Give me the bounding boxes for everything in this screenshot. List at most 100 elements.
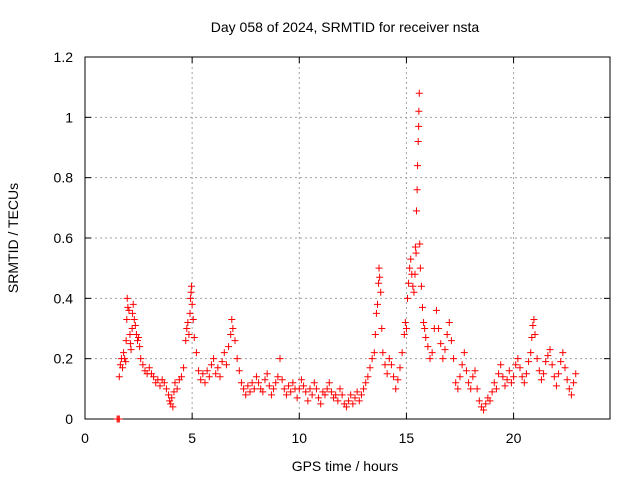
data-point bbox=[530, 315, 538, 323]
data-point bbox=[177, 373, 185, 381]
data-point bbox=[252, 373, 260, 381]
data-point bbox=[173, 385, 181, 393]
data-point bbox=[452, 379, 460, 387]
data-point bbox=[413, 207, 420, 215]
data-point bbox=[216, 373, 224, 381]
data-point bbox=[297, 376, 305, 384]
data-point bbox=[375, 264, 383, 272]
data-point bbox=[471, 367, 479, 375]
data-point bbox=[237, 379, 245, 387]
data-point bbox=[115, 373, 123, 381]
data-point bbox=[559, 349, 567, 357]
data-point bbox=[205, 373, 213, 381]
data-point bbox=[447, 337, 455, 345]
data-point bbox=[186, 294, 194, 302]
data-point bbox=[357, 391, 365, 399]
data-point bbox=[565, 385, 573, 393]
data-point bbox=[450, 355, 458, 363]
x-axis-label: GPS time / hours bbox=[292, 458, 399, 474]
data-point bbox=[416, 264, 424, 272]
data-point bbox=[124, 303, 132, 311]
data-point bbox=[490, 379, 498, 387]
data-point bbox=[364, 373, 372, 381]
data-point bbox=[366, 364, 374, 372]
y-tick-label: 0.8 bbox=[54, 170, 74, 186]
data-point bbox=[203, 367, 211, 375]
data-point bbox=[183, 325, 191, 332]
data-point bbox=[295, 385, 303, 393]
data-point bbox=[473, 385, 481, 393]
data-point bbox=[259, 388, 267, 396]
data-point bbox=[372, 309, 380, 317]
data-point bbox=[282, 391, 290, 399]
data-point bbox=[190, 334, 198, 342]
data-point bbox=[467, 385, 475, 393]
data-point bbox=[422, 334, 430, 342]
data-point bbox=[323, 385, 331, 393]
data-point bbox=[527, 349, 535, 357]
data-point bbox=[514, 355, 522, 363]
y-tick-label: 0.2 bbox=[54, 351, 74, 367]
data-points bbox=[113, 89, 580, 423]
data-point bbox=[421, 325, 429, 332]
data-point bbox=[488, 388, 496, 396]
data-point bbox=[276, 355, 284, 363]
data-point bbox=[278, 376, 286, 384]
data-point bbox=[180, 364, 188, 372]
x-tick-label: 10 bbox=[291, 430, 307, 446]
data-point bbox=[371, 331, 379, 339]
data-point bbox=[168, 394, 176, 402]
x-tick-label: 15 bbox=[399, 430, 415, 446]
data-point bbox=[317, 400, 325, 408]
data-point bbox=[169, 403, 177, 411]
data-point bbox=[186, 309, 194, 317]
data-point bbox=[342, 403, 350, 411]
data-point bbox=[123, 315, 131, 323]
data-point bbox=[165, 391, 173, 399]
data-point bbox=[529, 321, 537, 329]
data-point bbox=[456, 373, 464, 381]
data-point bbox=[460, 349, 468, 357]
data-point bbox=[492, 385, 500, 393]
data-point bbox=[120, 349, 128, 357]
data-point bbox=[136, 343, 144, 351]
data-point bbox=[207, 361, 215, 369]
data-point bbox=[135, 334, 143, 342]
data-point bbox=[129, 309, 137, 317]
data-point bbox=[285, 382, 293, 390]
data-point bbox=[406, 264, 414, 272]
data-point bbox=[195, 367, 203, 375]
y-tick-label: 1.2 bbox=[54, 49, 74, 65]
data-point bbox=[306, 385, 314, 393]
data-point bbox=[497, 361, 505, 369]
data-point bbox=[201, 379, 209, 387]
data-point bbox=[115, 415, 123, 423]
data-point bbox=[405, 279, 413, 287]
y-tick-label: 0.6 bbox=[54, 230, 74, 246]
data-point bbox=[119, 364, 126, 372]
data-point bbox=[424, 343, 432, 351]
data-point bbox=[274, 373, 282, 381]
data-point bbox=[362, 379, 370, 387]
data-point bbox=[370, 349, 378, 357]
data-point bbox=[265, 382, 273, 390]
data-point bbox=[563, 376, 571, 384]
data-point bbox=[134, 337, 141, 345]
data-point bbox=[227, 331, 235, 339]
data-point bbox=[122, 337, 130, 345]
data-point bbox=[375, 279, 383, 287]
data-point bbox=[338, 391, 346, 399]
data-point bbox=[321, 391, 329, 399]
data-point bbox=[222, 361, 230, 369]
data-point bbox=[462, 367, 470, 375]
data-point bbox=[426, 355, 434, 363]
data-point bbox=[374, 300, 381, 308]
data-point bbox=[396, 364, 404, 372]
data-point bbox=[572, 370, 580, 378]
data-point bbox=[414, 137, 422, 145]
data-point bbox=[394, 376, 402, 384]
gridlines bbox=[85, 57, 610, 419]
data-point bbox=[189, 315, 197, 323]
data-point bbox=[233, 355, 241, 363]
